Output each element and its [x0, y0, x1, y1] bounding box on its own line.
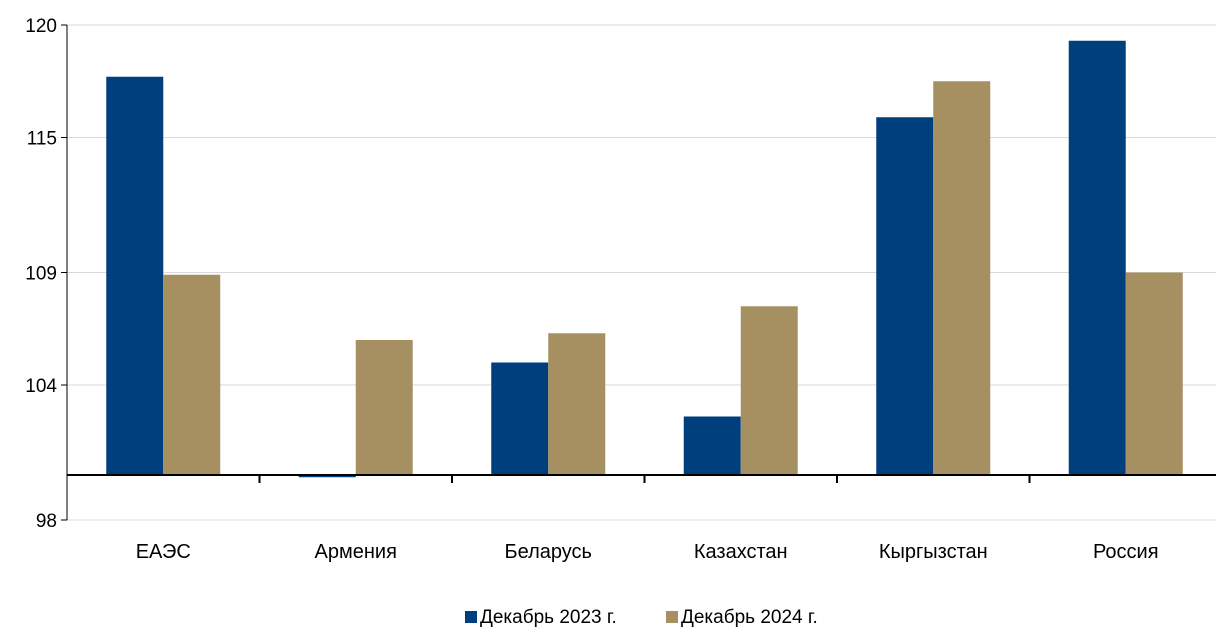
- x-category-label: Казахстан: [694, 541, 788, 563]
- legend-label: Декабрь 2023 г.: [480, 607, 617, 628]
- bar: [491, 362, 549, 475]
- bar: [740, 306, 798, 475]
- x-category-label: Кыргызстан: [879, 541, 988, 563]
- x-category-label: ЕАЭС: [136, 541, 191, 563]
- bar: [1068, 40, 1126, 475]
- gridlines: [67, 24, 1216, 521]
- bars: [106, 40, 1183, 478]
- y-tick-label: 104: [25, 376, 57, 397]
- bar: [933, 81, 991, 475]
- tick-labels: 98 104 109 115 120 ЕАЭС Армения Беларусь Казахст…: [25, 16, 1158, 563]
- bar: [548, 333, 606, 475]
- y-tick-label: 120: [25, 16, 57, 37]
- x-category-label: Россия: [1093, 541, 1159, 563]
- bar: [683, 416, 741, 475]
- bar: [876, 117, 934, 475]
- y-tick-label: 109: [25, 264, 57, 285]
- legend-swatch: [666, 611, 678, 623]
- legend-swatch: [465, 611, 477, 623]
- x-category-label: Беларусь: [505, 541, 592, 563]
- bar: [163, 274, 221, 475]
- y-tick-label: 115: [27, 129, 57, 150]
- bar: [355, 340, 413, 475]
- x-category-label: Армения: [315, 541, 397, 563]
- legend-label: Декабрь 2024 г.: [681, 607, 818, 628]
- bar: [106, 76, 164, 475]
- axes: [61, 24, 1216, 521]
- legend: Декабрь 2023 г. Декабрь 2024 г.: [465, 607, 818, 628]
- y-tick-label: 98: [36, 511, 57, 532]
- bar: [298, 475, 356, 478]
- bar: [1125, 272, 1183, 475]
